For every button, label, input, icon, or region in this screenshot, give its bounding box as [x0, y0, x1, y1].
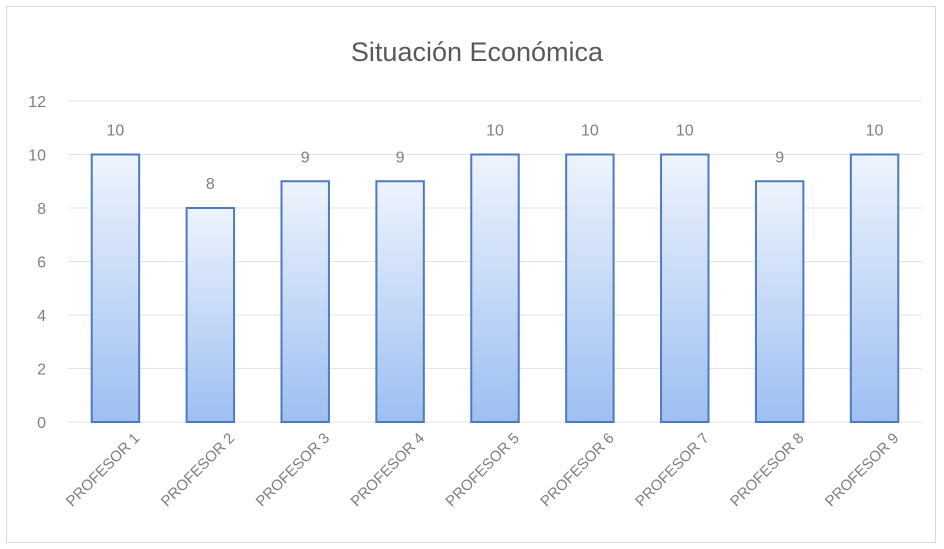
category-label: PROFESOR 5 — [442, 430, 522, 510]
data-label: 9 — [301, 149, 310, 166]
y-tick-label: 10 — [28, 148, 46, 165]
bar — [375, 180, 425, 423]
y-tick-label: 6 — [37, 255, 46, 272]
category-label: PROFESOR 2 — [158, 430, 238, 510]
bar — [754, 180, 805, 423]
category-label: PROFESOR 3 — [253, 430, 333, 510]
data-label: 10 — [581, 123, 599, 140]
bar — [280, 180, 330, 423]
bar — [470, 153, 520, 423]
category-label: PROFESOR 8 — [727, 430, 807, 510]
category-label: PROFESOR 1 — [63, 430, 143, 510]
data-label: 9 — [775, 149, 784, 166]
category-label: PROFESOR 6 — [537, 430, 617, 510]
bar — [90, 153, 141, 423]
data-label: 10 — [676, 123, 694, 140]
y-tick-label: 0 — [37, 415, 46, 432]
bar — [660, 153, 710, 423]
data-label: 10 — [866, 123, 884, 140]
chart-title: Situación Económica — [351, 37, 604, 67]
y-tick-label: 2 — [37, 362, 46, 379]
y-tick-label: 4 — [37, 308, 46, 325]
bar — [565, 153, 615, 423]
data-label: 8 — [206, 176, 215, 193]
data-labels: 10 8 9 9 10 10 10 9 10 — [107, 123, 884, 194]
category-label: PROFESOR 9 — [822, 430, 902, 510]
y-tick-label: 8 — [37, 201, 46, 218]
category-label: PROFESOR 7 — [632, 430, 712, 510]
bar — [185, 207, 236, 423]
y-tick-label: 12 — [28, 94, 46, 111]
category-label: PROFESOR 4 — [348, 430, 428, 510]
data-label: 10 — [107, 123, 125, 140]
bar — [849, 153, 900, 423]
data-label: 10 — [486, 123, 504, 140]
y-axis-ticks: 0 2 4 6 8 10 12 — [28, 94, 46, 432]
category-labels: PROFESOR 1 PROFESOR 2 PROFESOR 3 PROFESOR 4… — [63, 430, 903, 510]
bars — [90, 153, 900, 423]
data-label: 9 — [396, 149, 405, 166]
